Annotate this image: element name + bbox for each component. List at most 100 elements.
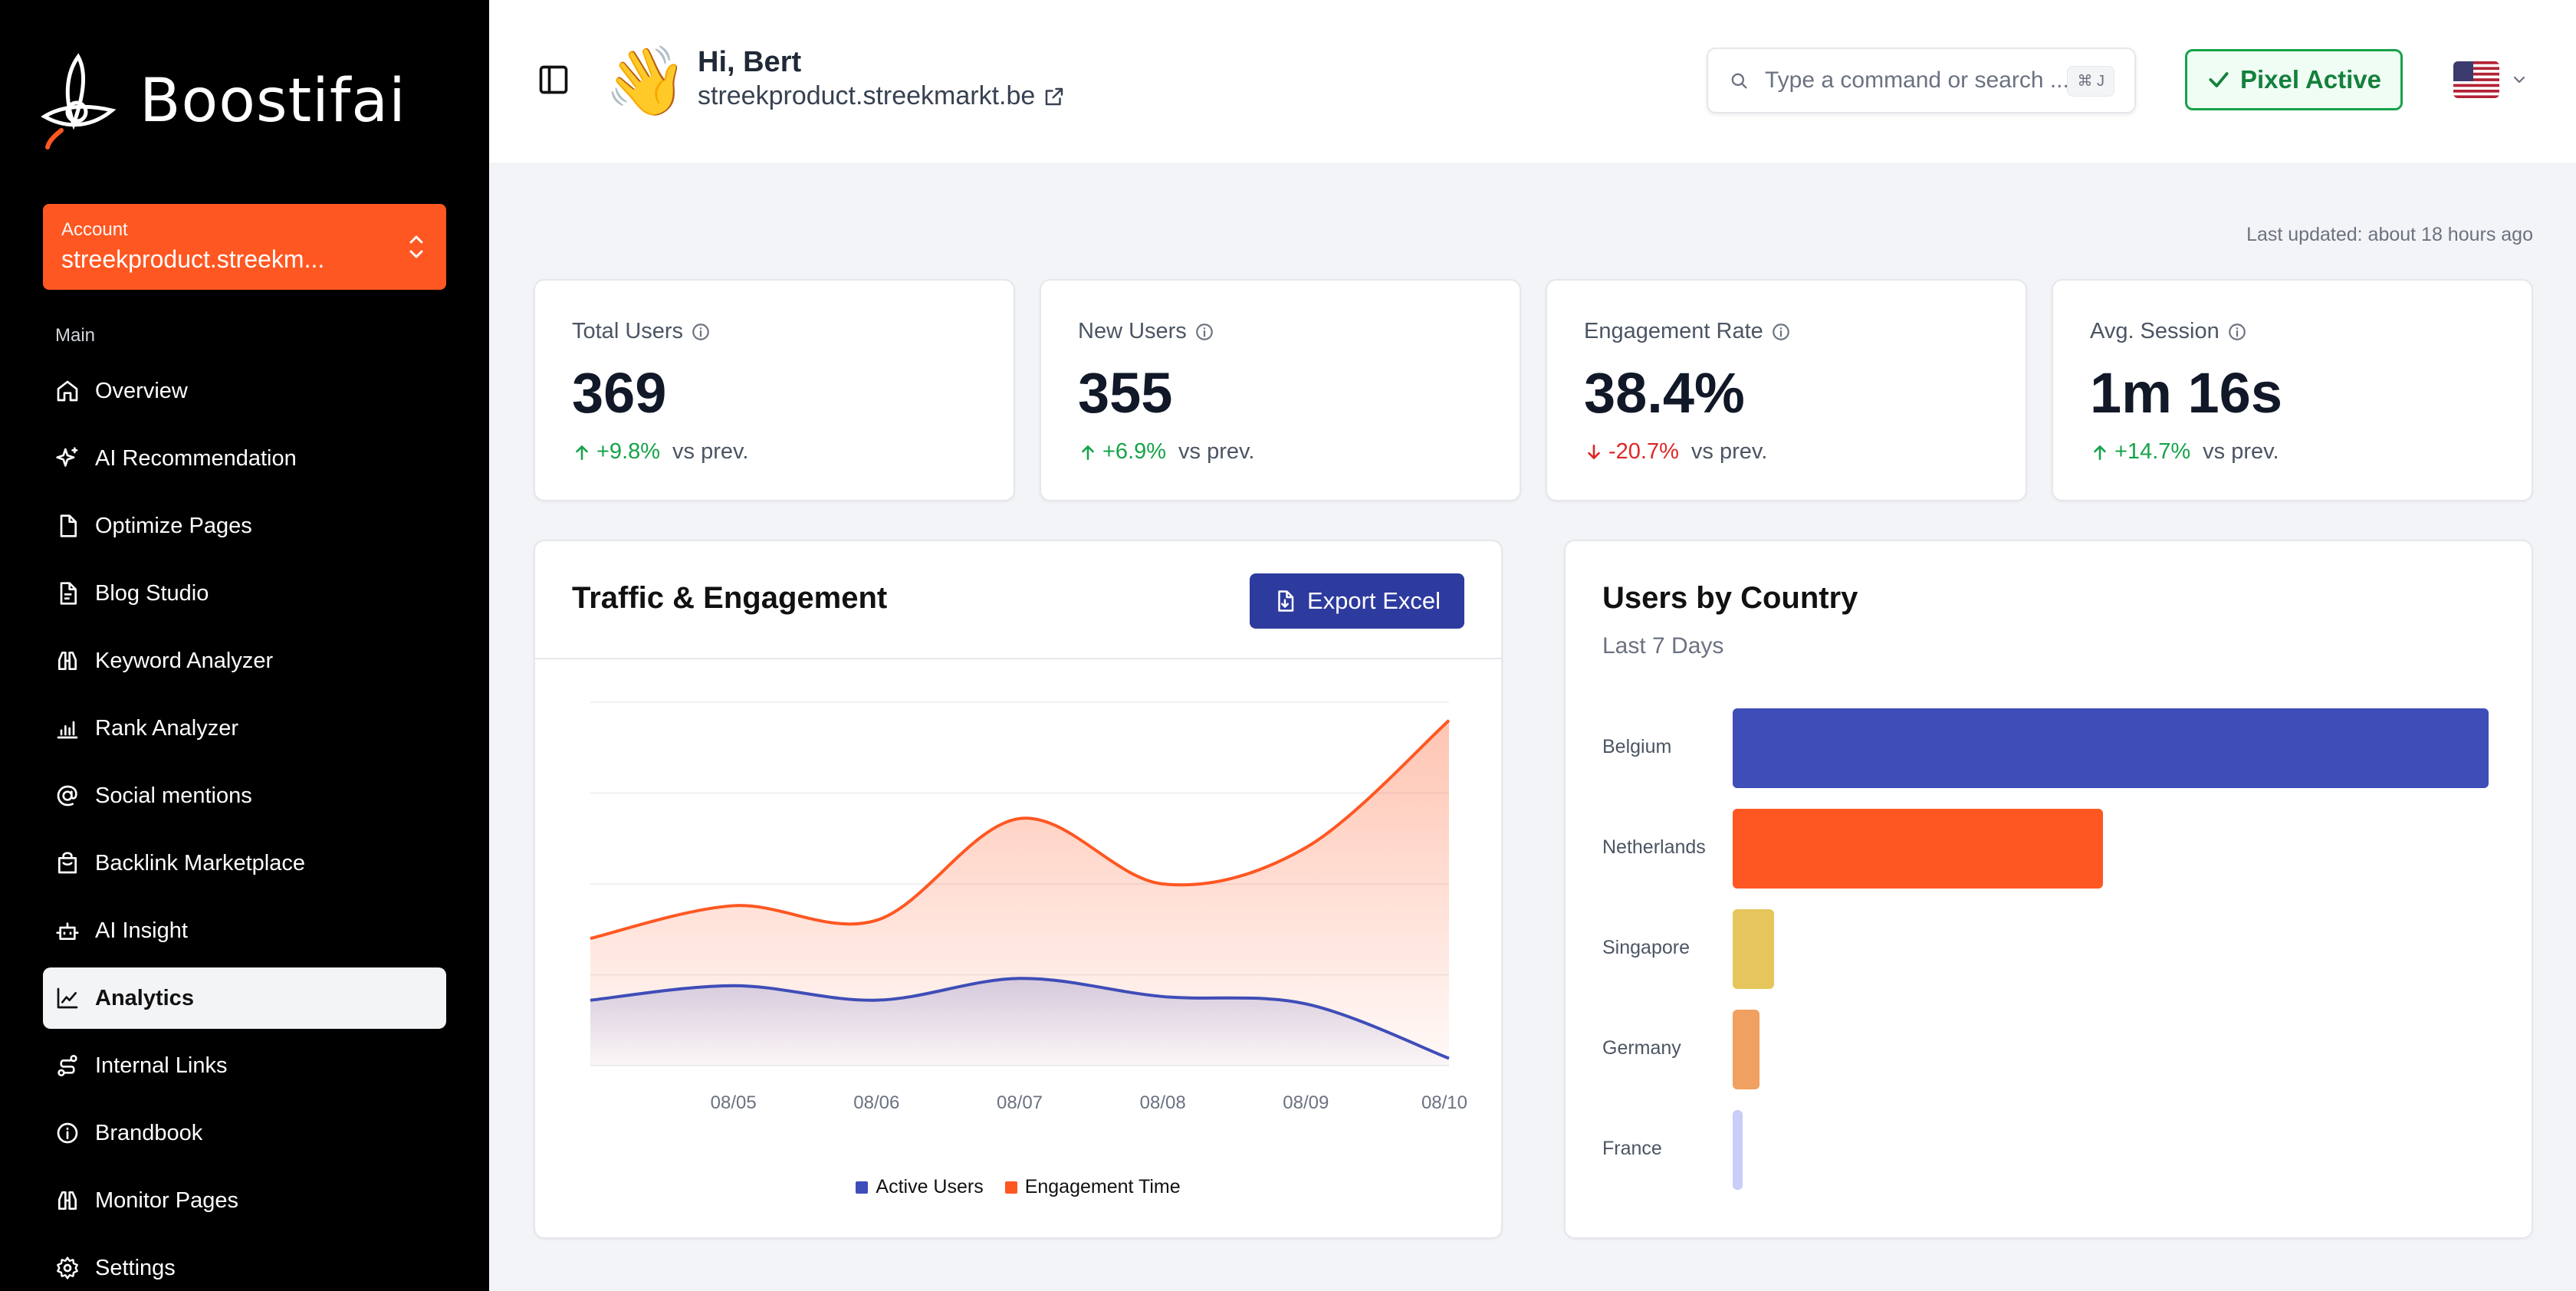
- series-line-active-users[interactable]: [590, 977, 1450, 1060]
- line-chart-icon: [57, 987, 78, 1009]
- sidebar-item-optimize-pages[interactable]: Optimize Pages: [43, 495, 446, 557]
- account-label: Account: [61, 219, 128, 240]
- brand-name: Boostifai: [140, 67, 406, 136]
- country-bar[interactable]: [1733, 1110, 1743, 1190]
- stat-value: 38.4%: [1584, 361, 1745, 425]
- sidebar-item-analytics[interactable]: Analytics: [43, 967, 446, 1029]
- sidebar-item-overview[interactable]: Overview: [43, 360, 446, 422]
- stat-vs-label: vs prev.: [1691, 439, 1768, 464]
- sidebar-toggle-icon[interactable]: [537, 63, 570, 97]
- shopping-bag-icon: [58, 852, 77, 874]
- sidebar-item-label: Brandbook: [95, 1120, 203, 1145]
- stat-value: 369: [572, 361, 667, 425]
- sidebar-item-brandbook[interactable]: Brandbook: [43, 1102, 446, 1164]
- stat-vs-label: vs prev.: [672, 439, 749, 464]
- legend-item-active-users[interactable]: Active Users: [856, 1176, 984, 1198]
- sidebar-nav: Overview AI Recommendation Optimize Page…: [43, 360, 446, 1291]
- series-area-active-users: [590, 978, 1449, 1066]
- info-icon[interactable]: [2227, 322, 2247, 342]
- check-icon: [2209, 72, 2229, 87]
- greeting: Hi, Bert: [698, 46, 802, 78]
- sidebar-item-keyword-analyzer[interactable]: Keyword Analyzer: [43, 630, 446, 691]
- chevrons-up-down-icon: [409, 235, 423, 258]
- legend-swatch: [1004, 1181, 1017, 1194]
- home-icon: [57, 380, 78, 402]
- sidebar-item-internal-links[interactable]: Internal Links: [43, 1035, 446, 1096]
- sidebar-item-label: AI Insight: [95, 918, 188, 943]
- pixel-status-button[interactable]: Pixel Active: [2185, 49, 2403, 110]
- info-icon: [57, 1122, 78, 1144]
- gear-icon: [57, 1257, 78, 1280]
- brand-logo[interactable]: Boostifai: [38, 51, 406, 152]
- search-icon: [1731, 73, 1747, 89]
- external-link-icon: [1046, 87, 1063, 105]
- arrow-up-icon: [576, 445, 588, 460]
- series-line-engagement-time[interactable]: [590, 719, 1451, 941]
- stat-delta: +6.9%: [1102, 439, 1167, 464]
- file-download-icon: [1278, 590, 1294, 612]
- info-icon[interactable]: [691, 322, 711, 342]
- file-text-icon: [60, 582, 77, 605]
- sidebar-item-blog-studio[interactable]: Blog Studio: [43, 563, 446, 624]
- legend-label: Engagement Time: [1024, 1176, 1181, 1197]
- stat-value: 355: [1078, 361, 1173, 425]
- command-search[interactable]: Type a command or search ... ⌘ J: [1707, 48, 2136, 113]
- search-placeholder: Type a command or search ...: [1765, 67, 2069, 93]
- country-row: France: [1602, 1110, 2499, 1190]
- stat-title: New Users: [1078, 319, 1187, 343]
- country-row: Singapore: [1602, 909, 2499, 989]
- sidebar-item-backlink-marketplace[interactable]: Backlink Marketplace: [43, 833, 446, 894]
- stat-title: Avg. Session: [2090, 319, 2220, 343]
- file-icon: [60, 514, 77, 537]
- top-header: 👋 Hi, Bert streekproduct.streekmarkt.be …: [489, 0, 2576, 163]
- bar-chart-icon: [57, 721, 78, 739]
- sidebar-item-social-mentions[interactable]: Social mentions: [43, 765, 446, 826]
- bot-icon: [56, 922, 79, 940]
- info-icon[interactable]: [1194, 322, 1214, 342]
- export-excel-button[interactable]: Export Excel: [1250, 573, 1464, 629]
- sidebar-item-label: Internal Links: [95, 1053, 228, 1078]
- sidebar-item-ai-insight[interactable]: AI Insight: [43, 900, 446, 961]
- country-label: Netherlands: [1602, 836, 1706, 858]
- sidebar-item-label: Optimize Pages: [95, 513, 252, 538]
- sidebar-item-label: Overview: [95, 378, 188, 403]
- users-by-country-card: Users by Country Last 7 Days Belgium Neth…: [1564, 540, 2533, 1239]
- export-excel-label: Export Excel: [1306, 587, 1441, 614]
- waving-hand-icon: 👋: [604, 43, 688, 119]
- traffic-area-chart: 08/05 08/06 08/07 08/08 08/09 08/10: [590, 701, 1467, 1113]
- binoculars-icon: [58, 1191, 77, 1210]
- arrow-up-icon: [1082, 445, 1094, 460]
- us-flag-icon[interactable]: [2453, 61, 2499, 98]
- sidebar-item-monitor-pages[interactable]: Monitor Pages: [43, 1170, 446, 1231]
- account-switcher[interactable]: Account streekproduct.streekm...: [43, 204, 446, 290]
- sidebar-item-label: Keyword Analyzer: [95, 648, 274, 673]
- x-tick-label: 08/08: [1140, 1092, 1186, 1113]
- pixel-status-label: Pixel Active: [2239, 65, 2382, 94]
- site-link[interactable]: streekproduct.streekmarkt.be: [698, 81, 1066, 111]
- site-url: streekproduct.streekmarkt.be: [698, 81, 1036, 110]
- country-row: Belgium: [1602, 708, 2499, 788]
- country-bar[interactable]: [1733, 809, 2104, 889]
- sidebar-item-rank-analyzer[interactable]: Rank Analyzer: [43, 698, 446, 759]
- country-label: Germany: [1602, 1037, 1681, 1059]
- country-label: Belgium: [1602, 736, 1672, 757]
- sidebar-item-settings[interactable]: Settings: [43, 1237, 446, 1291]
- legend-label: Active Users: [876, 1176, 984, 1197]
- sidebar-item-label: Blog Studio: [95, 580, 209, 606]
- country-bar[interactable]: [1733, 1010, 1760, 1089]
- country-bar[interactable]: [1733, 909, 1775, 989]
- country-subtitle: Last 7 Days: [1602, 633, 1724, 659]
- country-title: Users by Country: [1602, 581, 1858, 615]
- stat-delta: +14.7%: [2114, 439, 2191, 464]
- sidebar-item-ai-recommendation[interactable]: AI Recommendation: [43, 428, 446, 489]
- info-icon[interactable]: [1771, 322, 1791, 342]
- sidebar-item-label: Analytics: [95, 985, 194, 1010]
- legend-item-engagement-time[interactable]: Engagement Time: [1004, 1176, 1181, 1198]
- x-tick-label: 08/10: [1421, 1092, 1467, 1113]
- last-updated: Last updated: about 18 hours ago: [2246, 224, 2533, 245]
- country-row: Germany: [1602, 1010, 2499, 1089]
- sidebar-item-label: Social mentions: [95, 783, 252, 808]
- country-row: Netherlands: [1602, 809, 2499, 889]
- country-bar[interactable]: [1733, 708, 2489, 788]
- chevron-down-icon[interactable]: [2510, 71, 2528, 89]
